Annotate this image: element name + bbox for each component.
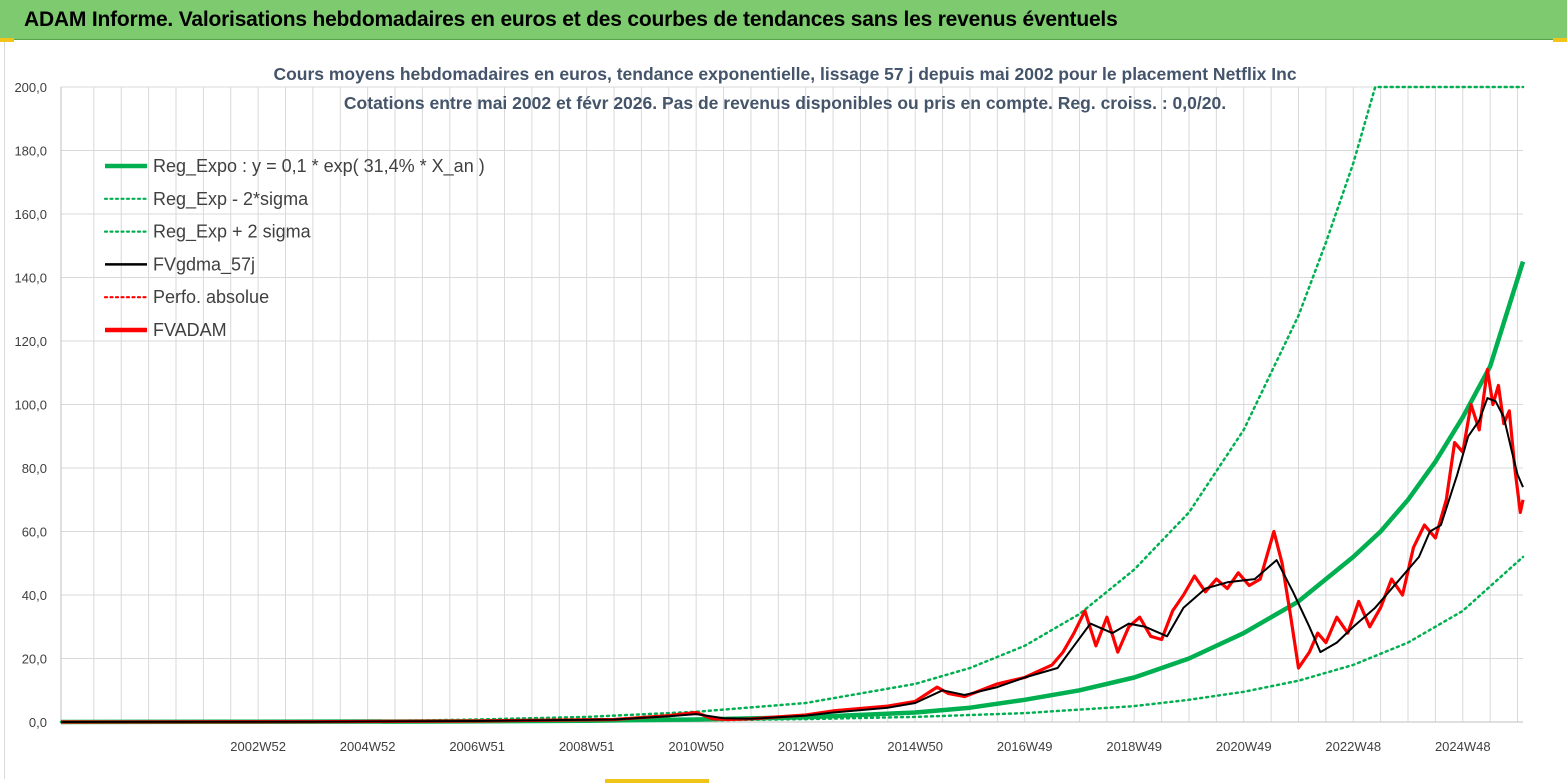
y-tick-label: 180,0 — [14, 144, 47, 159]
corner-marker-top-right — [1553, 38, 1567, 42]
legend-label: Perfo. absolue — [153, 287, 269, 307]
plot-background — [5, 42, 1564, 779]
legend-item-reg-minus-2sigma: Reg_Exp - 2*sigma — [103, 189, 309, 210]
page-title: ADAM Informe. Valorisations hebdomadaire… — [24, 8, 1118, 31]
y-tick-label: 40,0 — [22, 588, 47, 603]
x-tick-label: 2020W49 — [1216, 739, 1272, 754]
legend-item-fvgdma: FVgdma_57j — [105, 254, 255, 275]
series-lines — [59, 85, 1526, 725]
legend-item-fvadam: FVADAM — [105, 320, 227, 340]
header-banner: ADAM Informe. Valorisations hebdomadaire… — [0, 0, 1567, 40]
x-tick-label: 2006W51 — [449, 739, 505, 754]
x-tick-label: 2004W52 — [340, 739, 396, 754]
x-tick-label: 2024W48 — [1435, 739, 1491, 754]
x-tick-label: 2002W52 — [230, 739, 286, 754]
legend-label: Reg_Expo : y = 0,1 * exp( 31,4% * X_an ) — [153, 156, 485, 177]
legend-item-reg-expo: Reg_Expo : y = 0,1 * exp( 31,4% * X_an ) — [105, 156, 485, 177]
y-tick-label: 120,0 — [14, 334, 47, 349]
y-tick-label: 100,0 — [14, 398, 47, 413]
x-tick-label: 2012W50 — [778, 739, 834, 754]
corner-marker-bottom — [605, 779, 709, 783]
chart-subtitle: Cotations entre mai 2002 et févr 2026. P… — [344, 93, 1226, 113]
chart-frame: 0,0 20,0 40,0 60,0 80,0 100,0 120,0 140,0 160,0 1… — [4, 42, 1564, 779]
legend-label: Reg_Exp - 2*sigma — [153, 189, 309, 210]
x-tick-label: 2014W50 — [887, 739, 943, 754]
legend-item-perfo-absolue: Perfo. absolue — [103, 287, 269, 307]
series-fvgdma-57j — [60, 397, 1524, 723]
series-reg-minus-2sigma — [59, 555, 1525, 724]
corner-marker-top-left — [0, 38, 14, 42]
y-tick-label: 60,0 — [22, 525, 47, 540]
chart-canvas: 0,0 20,0 40,0 60,0 80,0 100,0 120,0 140,0 160,0 1… — [5, 42, 1564, 779]
gridlines — [61, 86, 1523, 723]
x-tick-label: 2010W50 — [668, 739, 724, 754]
y-tick-label: 200,0 — [14, 80, 47, 95]
y-tick-label: 140,0 — [14, 271, 47, 286]
legend-label: Reg_Exp + 2 sigma — [153, 222, 312, 243]
legend-label: FVADAM — [153, 320, 227, 340]
y-tick-label: 20,0 — [22, 652, 47, 667]
legend: Reg_Expo : y = 0,1 * exp( 31,4% * X_an )… — [103, 156, 485, 340]
x-tick-label: 2008W51 — [559, 739, 615, 754]
legend-label: FVgdma_57j — [153, 254, 255, 275]
x-tick-label: 2016W49 — [997, 739, 1053, 754]
series-reg-plus-2sigma — [59, 85, 1525, 724]
x-tick-label: 2018W49 — [1106, 739, 1162, 754]
y-tick-label: 0,0 — [29, 715, 47, 730]
y-tick-label: 160,0 — [14, 207, 47, 222]
y-tick-label: 80,0 — [22, 461, 47, 476]
x-tick-label: 2022W48 — [1325, 739, 1381, 754]
legend-item-reg-plus-2sigma: Reg_Exp + 2 sigma — [103, 222, 312, 243]
chart-title: Cours moyens hebdomadaires en euros, ten… — [273, 64, 1296, 84]
